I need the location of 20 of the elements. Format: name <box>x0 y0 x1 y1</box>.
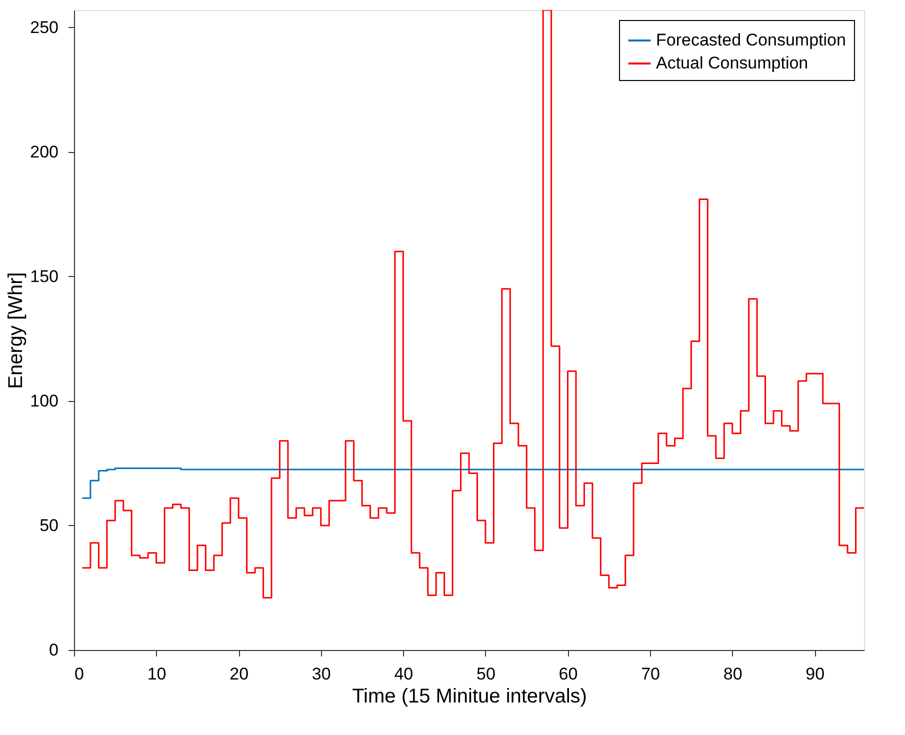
x-tick-label: 70 <box>641 664 660 684</box>
x-tick-label: 60 <box>558 664 578 684</box>
x-tick-label: 0 <box>74 664 84 684</box>
y-axis-title: Energy [Whr] <box>5 272 28 389</box>
y-tick-label: 250 <box>30 18 58 37</box>
x-axis-title: Time (15 Minitue intervals) <box>352 686 587 708</box>
x-tick-label: 90 <box>806 664 825 684</box>
y-tick-label: 200 <box>30 142 58 162</box>
x-tick-label: 40 <box>394 664 414 684</box>
x-tick-label: 10 <box>147 664 166 684</box>
x-tick-label: 30 <box>312 664 331 684</box>
y-tick-label: 50 <box>40 516 58 535</box>
y-tick-label: 0 <box>49 640 58 660</box>
y-tick-label: 100 <box>30 391 58 410</box>
x-tick-label: 50 <box>476 664 496 684</box>
x-tick-label: 80 <box>723 664 742 684</box>
legend-label: Actual Consumption <box>656 54 808 72</box>
x-tick-label: 20 <box>230 664 249 684</box>
y-tick-label: 150 <box>30 266 58 286</box>
legend-label: Forecasted Consumption <box>656 30 846 50</box>
